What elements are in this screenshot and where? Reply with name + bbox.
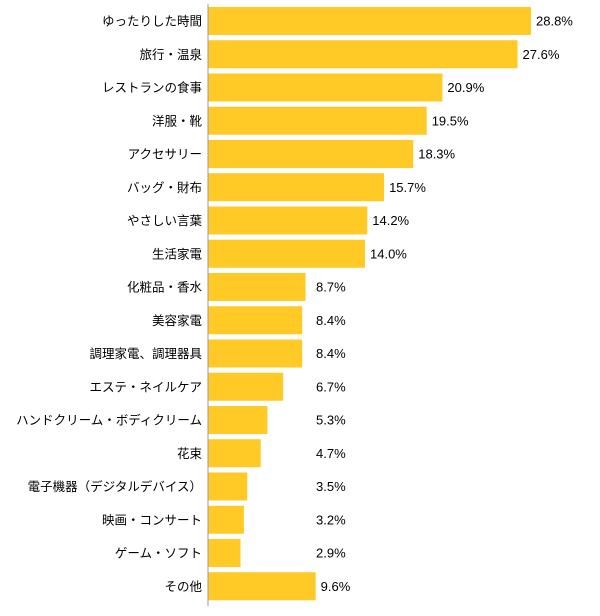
bar xyxy=(208,339,303,368)
category-label: 洋服・靴 xyxy=(152,113,203,128)
category-label: アクセサリー xyxy=(128,147,202,162)
value-label: 5.3% xyxy=(316,413,346,428)
bar xyxy=(208,73,443,102)
value-label: 8.4% xyxy=(316,346,346,361)
category-label: バッグ・財布 xyxy=(127,180,202,195)
bar xyxy=(208,472,248,501)
bar xyxy=(208,505,244,534)
value-label: 28.8% xyxy=(536,14,573,29)
category-label: 生活家電 xyxy=(152,246,203,261)
value-label: 19.5% xyxy=(432,113,469,128)
bars-group xyxy=(208,7,531,601)
bar xyxy=(208,7,531,35)
category-label: 花束 xyxy=(177,446,203,461)
value-label: 8.4% xyxy=(316,313,346,328)
bar xyxy=(208,273,306,301)
value-label: 3.2% xyxy=(316,512,346,527)
category-label: ハンドクリーム・ボディクリーム xyxy=(16,413,202,428)
value-label: 20.9% xyxy=(447,80,484,95)
bar xyxy=(208,539,241,567)
value-label: 14.2% xyxy=(372,213,409,228)
value-labels-group: 28.8% 27.6% 20.9% 19.5% 18.3% 15.7% 14.2% 14.0%… xyxy=(316,14,573,594)
value-label: 8.7% xyxy=(316,280,346,295)
category-labels-group: ゆったりした時間旅行・温泉レストランの食事洋服・靴アクセサリーバッグ・財布やさし… xyxy=(16,14,202,594)
category-label: 化粧品・香水 xyxy=(127,280,203,295)
category-label: やさしい言葉 xyxy=(127,213,203,228)
bar xyxy=(208,40,518,69)
value-label: 4.7% xyxy=(316,446,346,461)
value-label: 18.3% xyxy=(418,147,455,162)
value-label: 3.5% xyxy=(316,479,346,494)
bar xyxy=(208,306,303,335)
value-label: 15.7% xyxy=(389,180,426,195)
bar xyxy=(208,572,316,601)
bar xyxy=(208,406,268,434)
bar xyxy=(208,239,366,268)
bar xyxy=(208,140,414,168)
category-label: 映画・コンサート xyxy=(102,512,202,527)
value-label: 2.9% xyxy=(316,546,346,561)
category-label: レストランの食事 xyxy=(102,80,202,95)
category-label: ゲーム・ソフト xyxy=(115,546,202,561)
bar xyxy=(208,439,261,468)
value-label: 6.7% xyxy=(316,379,346,394)
category-label: その他 xyxy=(164,579,202,594)
value-label: 9.6% xyxy=(321,579,351,594)
bar xyxy=(208,173,385,202)
bar xyxy=(208,206,368,235)
category-label: ゆったりした時間 xyxy=(102,14,202,29)
bar xyxy=(208,372,284,401)
category-label: 旅行・温泉 xyxy=(139,47,202,62)
category-label: 調理家電、調理器具 xyxy=(89,346,202,361)
category-label: エステ・ネイルケア xyxy=(89,379,202,394)
category-label: 電子機器（デジタルデバイス） xyxy=(28,479,202,494)
value-label: 27.6% xyxy=(523,47,560,62)
category-label: 美容家電 xyxy=(152,313,203,328)
value-label: 14.0% xyxy=(370,246,407,261)
bar xyxy=(208,106,427,135)
